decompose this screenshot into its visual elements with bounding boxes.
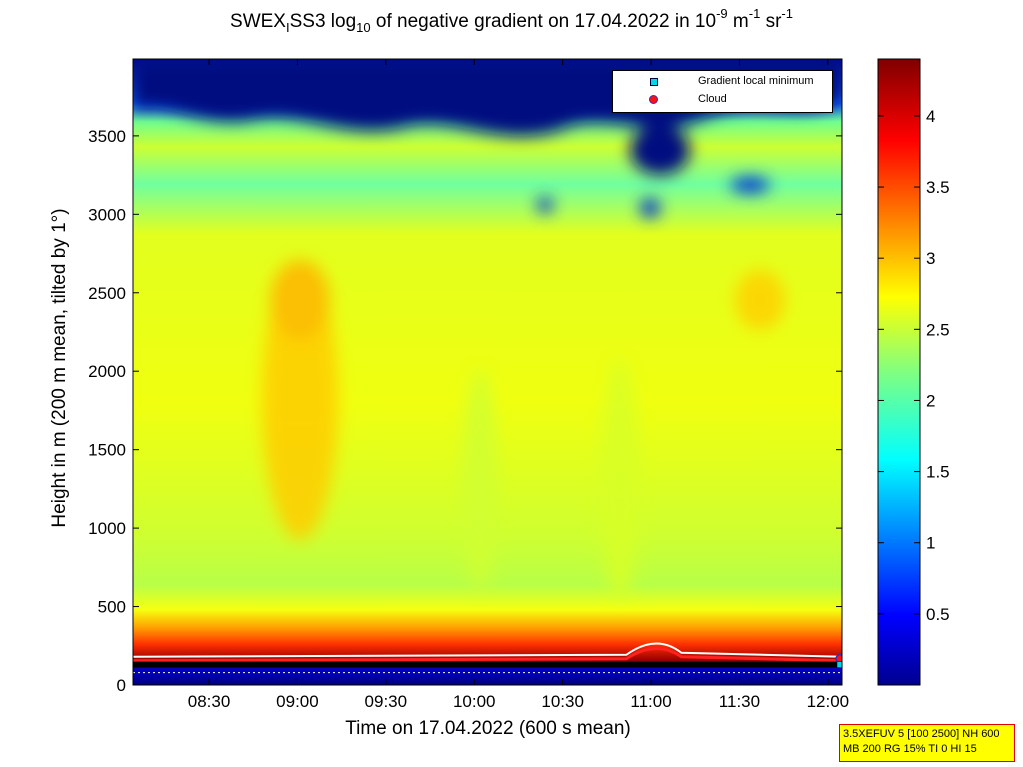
colorbar-axis: 0.5 1 1.5 2 2.5 3 3.5 4 [878, 107, 950, 624]
y-tick-label: 3500 [88, 127, 126, 146]
x-tick-label: 12:00 [807, 692, 850, 711]
parameter-info-box: 3.5XEFUV 5 [100 2500] NH 600 MB 200 RG 1… [839, 724, 1015, 762]
boundary-layer-lines [133, 642, 842, 674]
legend-item-cloud: Cloud [613, 92, 832, 108]
cloud-marker-line [133, 646, 842, 663]
colorbar-tick-label: 4 [926, 107, 935, 126]
y-axis-label: Height in m (200 m mean, tilted by 1°) [49, 208, 70, 528]
x-tick-label: 10:30 [541, 692, 584, 711]
y-tick-label: 1000 [88, 519, 126, 538]
y-tick-label: 1500 [88, 441, 126, 460]
x-tick-label: 09:00 [276, 692, 319, 711]
gradient-minimum-marker [836, 661, 842, 668]
legend: Gradient local minimum Cloud [612, 70, 833, 113]
x-axis: 08:30 09:00 09:30 10:00 10:30 11:00 11:30 12:00 [188, 59, 849, 711]
colorbar-tick-label: 1 [926, 534, 935, 553]
colorbar-tick-label: 3.5 [926, 178, 950, 197]
x-tick-label: 11:00 [630, 692, 671, 711]
info-line-2: MB 200 RG 15% TI 0 HI 15 [843, 743, 977, 755]
y-tick-label: 2500 [88, 284, 126, 303]
info-line-1: 3.5XEFUV 5 [100 2500] NH 600 [843, 728, 1000, 740]
y-axis: 0 500 1000 1500 2000 2500 3000 3500 [88, 127, 842, 695]
cloud-layer-line [133, 642, 842, 658]
colorbar-tick-label: 2.5 [926, 320, 950, 339]
x-axis-label: Time on 17.04.2022 (600 s mean) [345, 718, 631, 739]
x-tick-label: 10:00 [453, 692, 496, 711]
y-tick-label: 3000 [88, 205, 126, 224]
x-tick-label: 11:30 [719, 692, 760, 711]
circle-marker-icon [649, 95, 658, 104]
colorbar-tick-label: 2 [926, 391, 935, 410]
colorbar-tick-label: 0.5 [926, 605, 950, 624]
y-tick-label: 0 [117, 676, 126, 695]
heatmap-field [133, 59, 842, 685]
colorbar-tick-label: 1.5 [926, 463, 950, 482]
x-tick-label: 08:30 [188, 692, 231, 711]
y-tick-label: 500 [98, 598, 126, 617]
chart-title: SWEXISS3 log10 of negative gradient on 1… [230, 6, 793, 35]
colorbar-tick-label: 3 [926, 249, 935, 268]
colorbar [877, 58, 921, 686]
plot-frame [132, 58, 843, 686]
square-marker-icon [650, 78, 658, 86]
y-tick-label: 2000 [88, 362, 126, 381]
legend-item-gradient: Gradient local minimum [613, 74, 832, 90]
x-tick-label: 09:30 [365, 692, 408, 711]
legend-label: Cloud [698, 93, 727, 105]
legend-label: Gradient local minimum [698, 75, 814, 87]
